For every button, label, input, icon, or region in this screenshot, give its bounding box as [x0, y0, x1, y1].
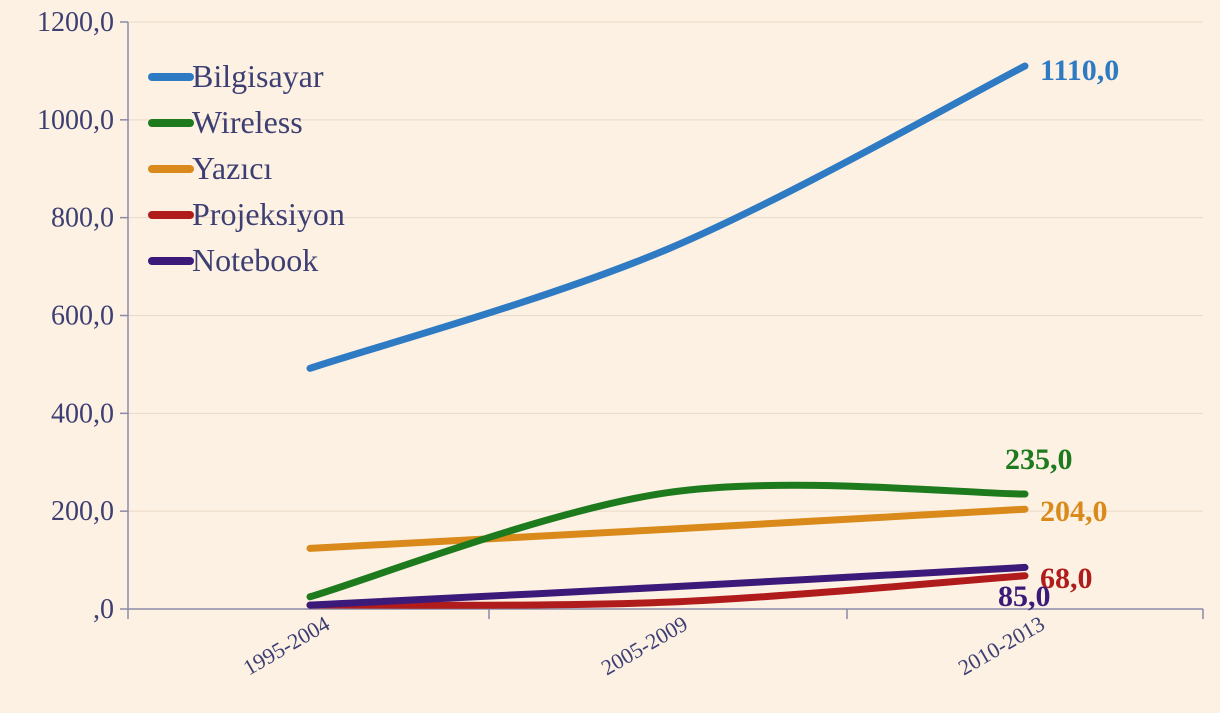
legend: Bilgisayar Wireless Yazıcı Projeksiyon Noteb… [148, 58, 345, 278]
data-label-notebook: 85,0 [998, 580, 1051, 613]
series-line-yazıcı [306, 505, 1029, 552]
data-label-bilgisayar: 1110,0 [1040, 54, 1119, 87]
y-tick-label: ,0 [93, 594, 114, 625]
series-line-bilgisayar [306, 62, 1029, 372]
y-tick-label: 1000,0 [37, 105, 114, 136]
legend-label: Notebook [192, 242, 318, 278]
y-axis-ticks: ,0 200,0 400,0 600,0 800,0 1000,0 1200,0 [37, 7, 128, 625]
y-tick-label: 400,0 [51, 398, 114, 429]
grid-lines [128, 21, 1203, 512]
y-tick-label: 600,0 [51, 301, 114, 332]
legend-label: Wireless [192, 104, 303, 140]
legend-label: Projeksiyon [192, 196, 345, 232]
series-line-projeksiyon [306, 572, 1029, 609]
series-line-wireless [306, 481, 1029, 601]
series-line-notebook [306, 563, 1029, 609]
data-label-projeksiyon: 68,0 [1040, 562, 1093, 595]
data-labels: 1110,0 235,0 204,0 68,085,0 [998, 54, 1119, 613]
data-label-wireless: 235,0 [1005, 443, 1073, 476]
series-lines [306, 62, 1029, 609]
y-tick-label: 1200,0 [37, 7, 114, 38]
data-label-yazıcı: 204,0 [1040, 495, 1108, 528]
legend-label: Yazıcı [192, 150, 272, 186]
y-tick-label: 200,0 [51, 496, 114, 527]
legend-label: Bilgisayar [192, 58, 324, 94]
y-tick-label: 800,0 [51, 203, 114, 234]
